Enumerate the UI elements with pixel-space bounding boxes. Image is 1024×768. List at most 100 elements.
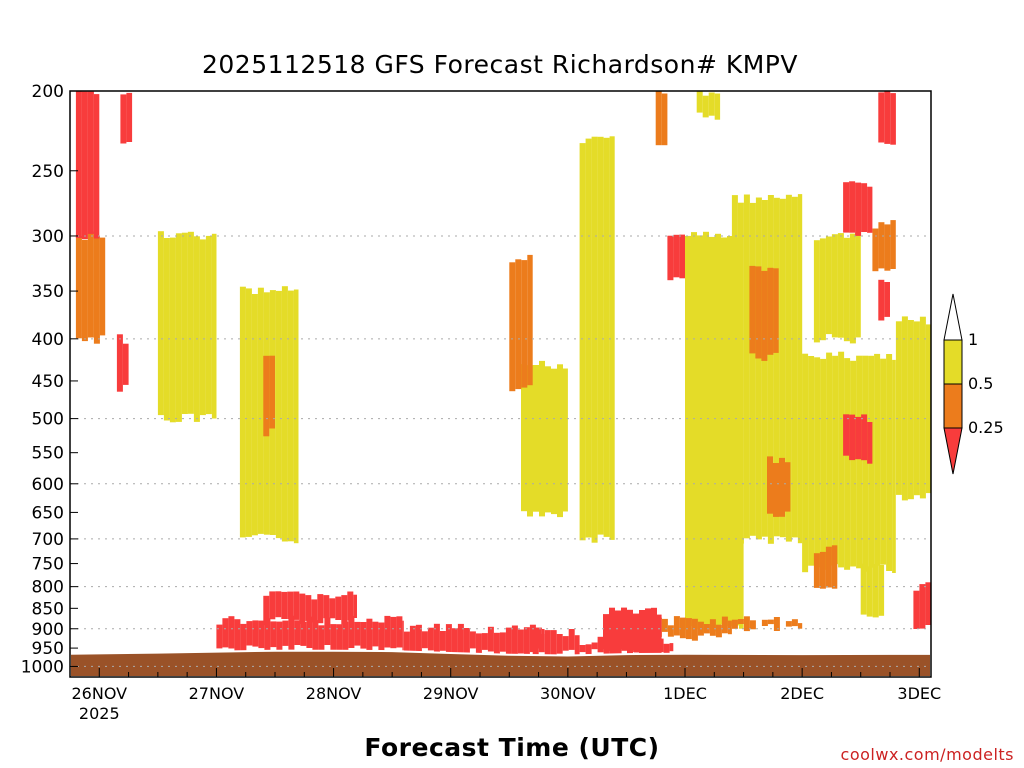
- heatmap-cell: [721, 616, 728, 634]
- heatmap-cell: [87, 91, 94, 234]
- heatmap-cell: [797, 194, 803, 544]
- y-tick-label: 600: [32, 475, 64, 495]
- x-tick-label: 28NOV: [306, 684, 362, 703]
- heatmap-cell: [591, 136, 598, 543]
- heatmap-cell: [913, 590, 920, 629]
- heatmap-cell: [878, 564, 885, 616]
- heatmap-cell: [791, 619, 798, 627]
- heatmap-cell: [708, 92, 715, 116]
- heatmap-cell: [721, 237, 727, 625]
- heatmap-cell: [878, 222, 885, 269]
- heatmap-cell: [505, 627, 512, 656]
- heatmap-cell: [892, 359, 896, 573]
- heatmap-cell: [755, 266, 762, 359]
- heatmap-cell: [785, 462, 791, 512]
- heatmap-cell: [93, 235, 100, 344]
- heatmap-cell: [597, 136, 604, 535]
- heatmap-cell: [246, 621, 253, 646]
- heatmap-cell: [884, 224, 891, 271]
- ground-layer: [69, 649, 932, 678]
- heatmap-cell: [679, 234, 685, 279]
- heatmap-cell: [517, 629, 524, 654]
- heatmap-cell: [75, 236, 82, 339]
- y-tick-label: 350: [32, 282, 64, 302]
- heatmap-cell: [574, 635, 580, 659]
- heatmap-cell: [591, 642, 598, 650]
- heatmap-cell: [819, 238, 826, 341]
- heatmap-cell: [627, 609, 633, 655]
- heatmap-cell: [743, 194, 750, 539]
- heatmap-cell: [347, 591, 354, 621]
- heatmap-cell: [463, 628, 470, 655]
- heatmap-cell: [813, 240, 820, 343]
- heatmap-cell: [743, 616, 750, 632]
- heatmap-cell: [545, 366, 551, 513]
- x-tick-label: 2DEC: [780, 684, 824, 703]
- ground-area: [69, 649, 932, 678]
- y-tick-label: 300: [32, 227, 64, 247]
- heatmap-cell: [99, 237, 106, 336]
- heatmap-cell: [645, 608, 651, 654]
- legend-arrow-top: [943, 293, 963, 341]
- heatmap-cell: [239, 286, 246, 538]
- heatmap-cell: [163, 238, 170, 421]
- y-tick-label: 500: [32, 410, 64, 430]
- heatmap-cell: [657, 614, 662, 656]
- heatmap-cell: [878, 279, 885, 321]
- heatmap-cell: [779, 198, 786, 538]
- heatmap-cell: [354, 621, 361, 646]
- heatmap-cell: [81, 239, 88, 342]
- heatmap-cell: [353, 594, 357, 618]
- heatmap-cell: [791, 196, 798, 538]
- heatmap-cell: [457, 623, 464, 656]
- heatmap-cell: [633, 613, 639, 651]
- heatmap-cell: [661, 618, 668, 632]
- heatmap-cell: [288, 615, 295, 650]
- heatmap-cell: [825, 546, 832, 588]
- legend-label: 0.25: [968, 418, 1004, 437]
- x-tick-label: 3DEC: [897, 684, 941, 703]
- heatmap-cell: [661, 93, 668, 146]
- heatmap-cell: [773, 197, 780, 537]
- heatmap-cell: [849, 181, 856, 233]
- heatmap-cell: [779, 457, 785, 517]
- legend-bin-025-05: [943, 383, 963, 429]
- heatmap-cell: [825, 236, 832, 335]
- heatmap-cell: [311, 599, 318, 623]
- heatmap-cell: [855, 182, 862, 236]
- y-tick-label: 200: [32, 82, 64, 102]
- y-tick-label: 800: [32, 578, 64, 598]
- heatmap-cell: [855, 416, 862, 460]
- heatmap-cell: [275, 290, 282, 539]
- x-tick-label: 29NOV: [423, 684, 479, 703]
- x-year-label: 2025: [79, 704, 120, 723]
- heatmap-cell: [820, 358, 827, 570]
- heatmap-cell: [838, 351, 845, 568]
- heatmap-cell: [556, 634, 563, 654]
- heatmap-cell: [81, 91, 88, 240]
- heatmap-cell: [767, 195, 774, 544]
- heatmap-cell: [884, 91, 891, 144]
- heatmap-cell: [773, 463, 779, 517]
- heatmap-cell: [251, 294, 258, 536]
- heatmap-cell: [342, 621, 349, 655]
- heatmap-cell: [832, 355, 839, 565]
- heatmap-cell: [826, 352, 833, 566]
- heatmap-cell: [234, 619, 241, 655]
- heatmap-cell: [919, 584, 926, 629]
- heatmap-cell: [872, 228, 879, 272]
- heatmap-cell: [609, 136, 615, 540]
- heatmap-cell: [550, 630, 557, 657]
- heatmap-cell: [767, 619, 774, 625]
- heatmap-cell: [907, 320, 914, 500]
- heatmap-cell: [856, 355, 863, 569]
- y-tick-label: 650: [32, 503, 64, 523]
- y-tick-label: 250: [32, 162, 64, 182]
- legend-label: 1: [968, 330, 978, 349]
- heatmap-cell: [228, 616, 235, 649]
- heatmap-cell: [691, 618, 698, 641]
- color-legend: 1 0.5 0.25: [943, 293, 1004, 475]
- heatmap-cell: [487, 626, 494, 652]
- heatmap-cell: [603, 137, 610, 537]
